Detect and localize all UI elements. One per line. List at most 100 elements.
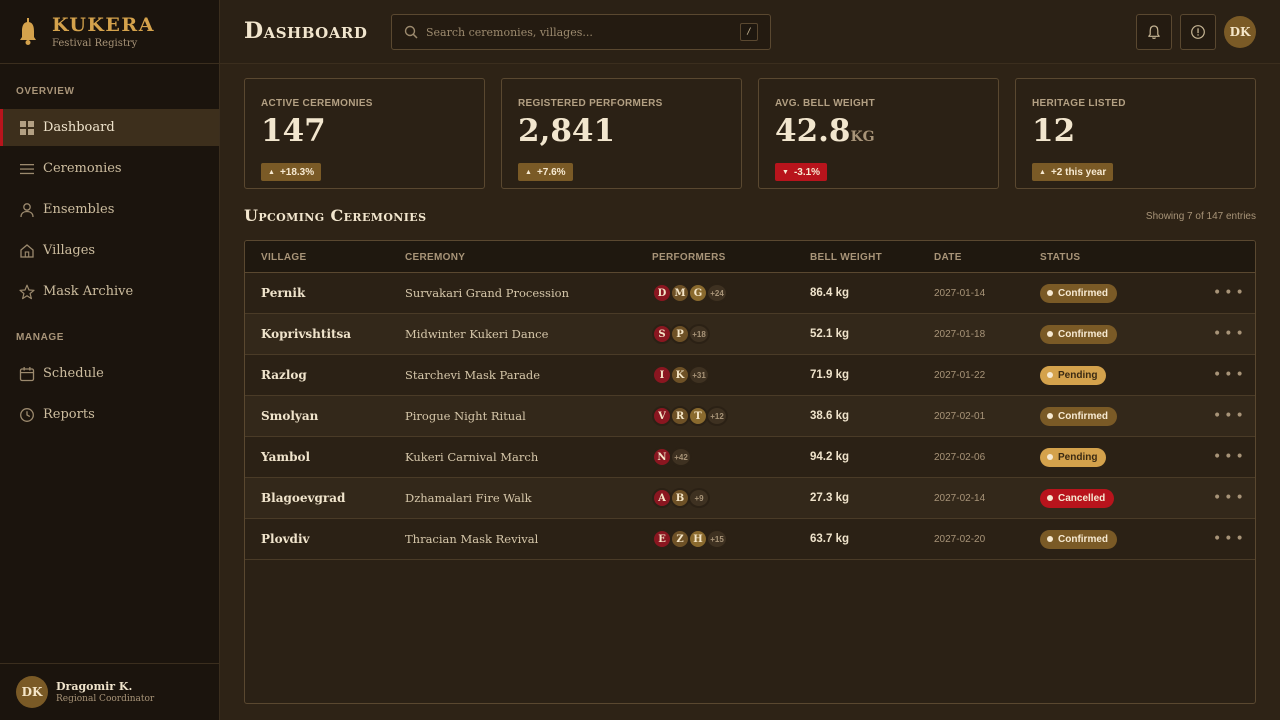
sidebar-item-label: Dashboard [43,120,115,135]
row-actions-button[interactable]: ••• [1213,273,1247,313]
column-header-performers[interactable]: PERFORMERS [652,252,726,263]
performer-avatar: B [670,488,690,508]
brand: KUKERA Festival Registry [0,0,219,64]
performer-avatar: E [652,529,672,549]
performer-more-count: +9 [688,488,710,508]
row-actions-button[interactable]: ••• [1213,478,1247,518]
sidebar-item-ensembles[interactable]: Ensembles [0,191,219,228]
home-icon [20,243,34,258]
sidebar-item-mask-archive[interactable]: Mask Archive [0,273,219,310]
table-row[interactable]: Yambol Kukeri Carnival March N +42 94.2 kg 20… [245,437,1255,478]
arrow-down-icon: ▼ [782,168,789,176]
table-row[interactable]: Plovdiv Thracian Mask Revival E Z H +15 63.7 k… [245,519,1255,560]
calendar-icon [19,366,35,381]
column-header-ceremony[interactable]: CEREMONY [405,252,466,263]
village-cell: Koprivshtitsa [261,327,352,341]
column-header-village[interactable]: VILLAGE [261,252,307,263]
table-row[interactable]: Blagoevgrad Dzhamalari Fire Walk A B +9 27.3 … [245,478,1255,519]
alerts-button[interactable] [1180,14,1216,50]
stat-label: ACTIVE CEREMONIES [261,98,373,109]
ceremony-cell: Midwinter Kukeri Dance [405,327,549,341]
status-badge: Pending [1040,447,1107,467]
list-icon [20,163,34,174]
search-box[interactable]: / [391,14,771,50]
stat-label: REGISTERED PERFORMERS [518,98,663,109]
column-header-date[interactable]: DATE [934,252,962,263]
ceremonies-table: VILLAGE CEREMONY PERFORMERS BELL WEIGHT … [244,240,1256,704]
performers-cell: N +42 [652,437,692,477]
sidebar-item-dashboard[interactable]: Dashboard [0,109,219,146]
arrow-up-icon: ▲ [268,168,275,176]
arrow-up-icon: ▲ [525,168,532,176]
table-row[interactable]: Smolyan Pirogue Night Ritual V R T +12 38.6 kg… [245,396,1255,437]
ceremony-cell: Starchevi Mask Parade [405,368,541,382]
sidebar: KUKERA Festival Registry OVERVIEW Dashbo… [0,0,220,720]
nav-section-manage: MANAGE [16,332,65,343]
row-actions-button[interactable]: ••• [1213,355,1247,395]
performer-avatar: I [652,365,672,385]
table-row[interactable]: Razlog Starchevi Mask Parade I K +31 71.9 kg 2… [245,355,1255,396]
sidebar-item-label: Ensembles [43,202,115,217]
status-cell: Confirmed [1040,273,1117,313]
sidebar-item-schedule[interactable]: Schedule [0,355,219,392]
star-icon [19,284,35,299]
status-cell: Pending [1040,355,1107,395]
bell-icon [1148,25,1160,39]
village-cell: Yambol [261,450,311,464]
nav-section-overview: OVERVIEW [16,86,75,97]
table-row[interactable]: Pernik Survakari Grand Procession D M G +24 86… [245,273,1255,314]
user-profile[interactable]: DK Dragomir K. Regional Coordinator [0,663,219,720]
sidebar-item-label: Villages [43,243,96,258]
status-dot-icon [1047,454,1053,460]
section-title: Upcoming Ceremonies [244,206,427,225]
village-cell: Smolyan [261,409,319,423]
stat-value: 12 [1032,113,1076,149]
performers-cell: A B +9 [652,478,710,518]
performer-avatar: M [670,283,690,303]
performer-avatar: K [670,365,690,385]
performers-cell: V R T +12 [652,396,728,436]
person-icon [20,202,34,217]
performers-cell: S P +18 [652,314,710,354]
column-header-bell-weight[interactable]: BELL WEIGHT [810,252,883,263]
search-input[interactable] [426,25,736,39]
alert-circle-icon [1191,25,1205,39]
status-badge: Confirmed [1040,283,1117,303]
sidebar-item-reports[interactable]: Reports [0,396,219,433]
stat-card-heritage-listed: HERITAGE LISTED 12 ▲ +2 this year [1015,78,1256,189]
status-dot-icon [1047,290,1053,296]
bell-weight-cell: 38.6 kg [810,410,849,422]
stat-card-avg-bell-weight: AVG. BELL WEIGHT 42.8KG ▼ -3.1% [758,78,999,189]
ceremony-cell: Kukeri Carnival March [405,450,539,464]
row-actions-button[interactable]: ••• [1213,314,1247,354]
performer-avatar: V [652,406,672,426]
date-cell: 2027-01-14 [934,287,986,299]
more-horizontal-icon: ••• [1213,326,1247,342]
ceremony-cell: Survakari Grand Procession [405,286,569,300]
table-row[interactable]: Koprivshtitsa Midwinter Kukeri Dance S P +18… [245,314,1255,355]
sidebar-item-label: Reports [43,407,95,422]
status-badge: Pending [1040,365,1107,385]
stat-value: 2,841 [518,113,616,149]
more-horizontal-icon: ••• [1213,408,1247,424]
more-horizontal-icon: ••• [1213,367,1247,383]
village-cell: Plovdiv [261,532,310,546]
brand-name: KUKERA [52,14,155,36]
sidebar-item-ceremonies[interactable]: Ceremonies [0,150,219,187]
column-header-status[interactable]: STATUS [1040,252,1081,263]
stat-label: AVG. BELL WEIGHT [775,98,875,109]
notifications-button[interactable] [1136,14,1172,50]
performer-avatar: R [670,406,690,426]
date-cell: 2027-02-14 [934,492,986,504]
more-horizontal-icon: ••• [1213,531,1247,547]
sidebar-item-villages[interactable]: Villages [0,232,219,269]
performer-more-count: +31 [688,365,710,385]
ceremony-cell: Thracian Mask Revival [405,532,539,546]
row-actions-button[interactable]: ••• [1213,437,1247,477]
status-cell: Cancelled [1040,478,1115,518]
row-actions-button[interactable]: ••• [1213,396,1247,436]
header-avatar[interactable]: DK [1224,16,1256,48]
bell-weight-cell: 27.3 kg [810,492,849,504]
date-cell: 2027-02-06 [934,451,986,463]
row-actions-button[interactable]: ••• [1213,519,1247,559]
